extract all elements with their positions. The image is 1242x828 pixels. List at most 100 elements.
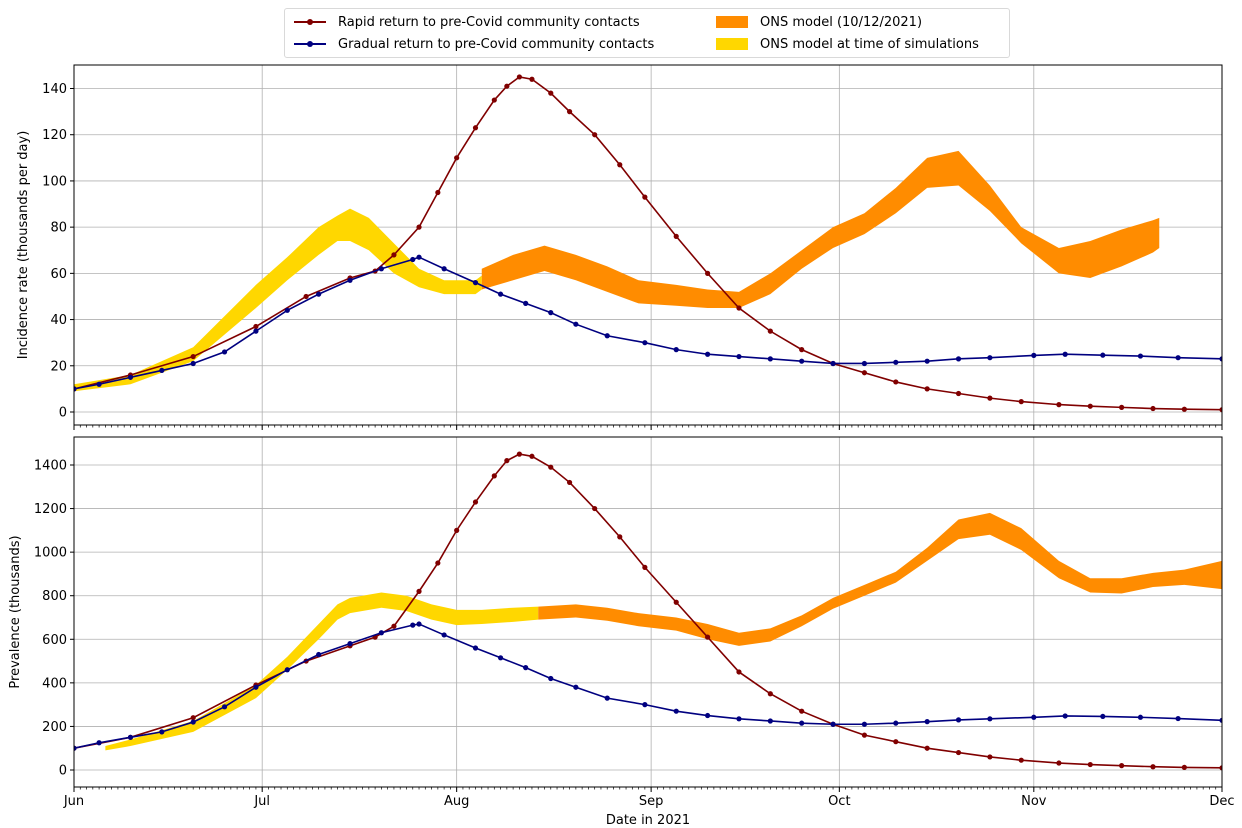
gradual-return-point [673, 708, 679, 714]
legend-label: ONS model (10/12/2021) [760, 14, 923, 30]
rapid-return-point [767, 691, 773, 697]
gradual-return-point [1137, 353, 1144, 359]
gradual-return-point [924, 719, 930, 725]
rapid-return-point [1087, 761, 1093, 768]
gradual-return-point [284, 307, 290, 313]
gradual-return-point [955, 356, 962, 362]
gradual-return-point [642, 340, 648, 346]
ons-model-band [538, 512, 1222, 646]
rapid-return-point [799, 708, 805, 714]
rapid-return-point [548, 464, 554, 470]
rapid-return-point [516, 451, 522, 457]
gradual-return-point [416, 254, 422, 260]
gradual-return-point [1031, 352, 1037, 358]
rapid-return-point [504, 83, 510, 89]
gradual-return-point [548, 310, 554, 316]
gradual-return-point [736, 716, 742, 722]
gradual-return-point [1175, 715, 1181, 722]
rapid-return-point [416, 588, 422, 594]
y-tick-label: 60 [50, 267, 67, 282]
rapid-return-point [435, 189, 441, 196]
gradual-return-point [253, 328, 259, 334]
rapid-return-point [504, 458, 510, 464]
rapid-return-point [435, 560, 441, 566]
rapid-return-point [924, 386, 930, 392]
rapid-return-point [472, 125, 479, 131]
gradual-return-point [159, 729, 165, 735]
y-tick-label: 400 [42, 676, 67, 691]
y-tick-label: 20 [50, 359, 67, 374]
gradual-return-point [96, 740, 102, 746]
gradual-return-line [74, 623, 1222, 749]
x-tick-label: Jun [63, 794, 84, 809]
gradual-return-point [799, 358, 805, 364]
rapid-return-point [454, 155, 460, 161]
gradual-return-point [410, 622, 416, 628]
gradual-return-point [410, 256, 416, 263]
rapid-return-point [303, 293, 309, 300]
rapid-return-point [391, 623, 397, 629]
gradual-return-point [893, 720, 899, 726]
rapid-return-point [190, 715, 196, 721]
x-tick-label: Oct [828, 794, 850, 809]
gradual-return-point [221, 349, 228, 355]
rapid-return-point [673, 233, 679, 239]
y-tick-label: 120 [42, 128, 67, 143]
y-tick-label: 0 [59, 406, 67, 421]
rapid-return-point [1150, 764, 1156, 770]
rapid-return-point [642, 194, 648, 200]
legend-swatch [714, 37, 750, 51]
rapid-return-point [799, 347, 805, 353]
gradual-return-point [799, 720, 805, 726]
gradual-return-point [253, 684, 259, 690]
gradual-return-point [96, 381, 102, 387]
rapid-return-point [1150, 405, 1156, 412]
rapid-return-point [617, 162, 623, 168]
gradual-return-point [74, 745, 77, 751]
gradual-return-point [548, 675, 554, 682]
gradual-return-point [736, 353, 742, 360]
legend-label: ONS model at time of simulations [760, 36, 979, 52]
gradual-return-point [704, 712, 711, 719]
axes-frame [73, 436, 1223, 788]
legend-label: Rapid return to pre-Covid community cont… [338, 14, 640, 30]
y-tick-label: 140 [42, 82, 67, 97]
panel-1: 0 20 40 60 80 100 120 140 Incidence rate (thousa… [16, 64, 1223, 430]
legend-item: Gradual return to pre-Covid community co… [292, 35, 654, 53]
rapid-return-point [1119, 763, 1125, 769]
rapid-return-point [454, 527, 460, 533]
gradual-return-point [441, 632, 447, 638]
panel-2: 0 200 400 600 800 1000 1200 1400 Prevalence (tho… [8, 436, 1235, 828]
gradual-return-point [284, 667, 290, 673]
gradual-return-point [497, 655, 504, 661]
x-tick-label: Nov [1021, 794, 1047, 809]
y-tick-label: 100 [42, 174, 67, 189]
gradual-return-point [190, 719, 196, 725]
rapid-return-point [893, 739, 899, 745]
legend-label: Gradual return to pre-Covid community co… [338, 36, 655, 52]
y-tick-label: 600 [42, 633, 67, 648]
rapid-return-point [416, 224, 422, 230]
legend-swatch [714, 15, 750, 29]
rapid-return-point [736, 305, 742, 311]
rapid-return-point [861, 732, 868, 738]
gradual-return-point [987, 355, 993, 361]
rapid-return-point [472, 499, 479, 505]
y-tick-label: 1200 [34, 502, 67, 517]
gradual-return-point [987, 716, 993, 722]
gradual-return-point [1100, 713, 1106, 720]
y-tick-label: 1000 [34, 546, 67, 561]
rapid-return-point [955, 749, 962, 756]
y-tick-label: 1400 [34, 459, 67, 474]
gradual-return-point [497, 291, 504, 297]
gradual-return-point [74, 386, 77, 392]
rapid-return-point [391, 252, 397, 258]
gradual-return-point [523, 665, 529, 671]
rapid-return-point [1018, 757, 1024, 763]
gradual-return-point [861, 721, 868, 727]
rapid-return-point [642, 564, 648, 570]
gradual-return-point [830, 721, 836, 727]
gradual-return-point [861, 360, 868, 367]
gradual-return-point [924, 358, 930, 364]
